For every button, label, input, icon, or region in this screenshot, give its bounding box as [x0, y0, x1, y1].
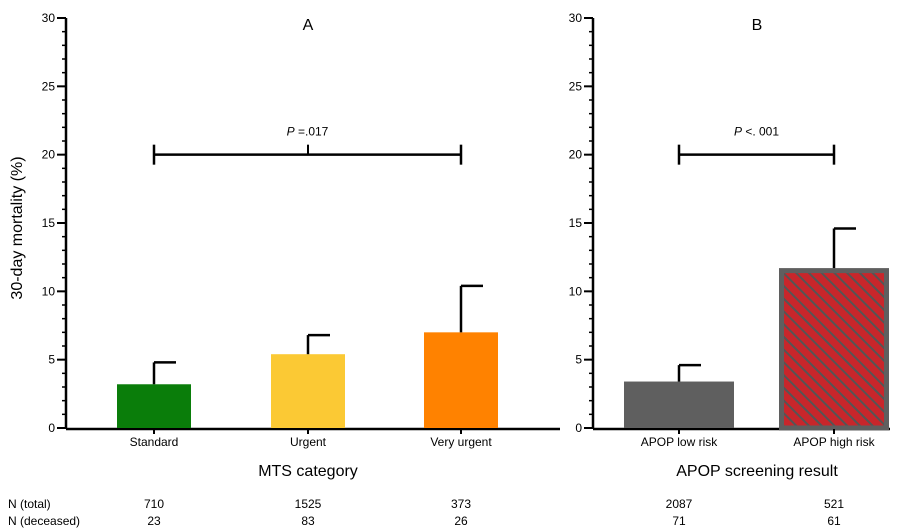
significance-label: P <. 001 [734, 125, 779, 139]
bar-standard [117, 384, 191, 428]
x-axis-label: MTS category [258, 463, 358, 480]
n-deceased-urgent: 83 [301, 514, 315, 528]
y-tick-label-0: 0 [48, 421, 55, 435]
x-tick-label-standard: Standard [130, 435, 179, 449]
y-tick-label-5: 5 [48, 353, 55, 367]
y-tick-label-5: 5 [575, 353, 582, 367]
bar-urgent [271, 354, 345, 428]
panel-title: B [752, 17, 763, 34]
bar-apop-low-risk [624, 381, 734, 428]
panel-title: A [303, 17, 314, 34]
n-deceased-standard: 23 [147, 514, 161, 528]
y-axis-label: 30-day mortality (%) [9, 156, 26, 299]
x-tick-label-very-urgent: Very urgent [430, 435, 492, 449]
row-label-n-total: N (total) [8, 497, 51, 511]
bar-apop-high-risk [779, 268, 889, 431]
n-total-standard: 710 [144, 497, 164, 511]
n-deceased-apop-high-risk: 61 [827, 514, 841, 528]
y-tick-label-10: 10 [42, 284, 56, 298]
y-tick-label-20: 20 [569, 148, 583, 162]
n-deceased-very-urgent: 26 [454, 514, 468, 528]
y-tick-label-15: 15 [42, 216, 56, 230]
x-tick-label-apop-high-risk: APOP high risk [793, 435, 875, 449]
x-tick-label-urgent: Urgent [290, 435, 327, 449]
y-tick-label-20: 20 [42, 148, 56, 162]
p-symbol: P [287, 125, 295, 139]
significance-label: P =.017 [287, 125, 329, 139]
p-value: =.017 [295, 125, 329, 139]
n-total-apop-high-risk: 521 [824, 497, 844, 511]
n-deceased-apop-low-risk: 71 [672, 514, 686, 528]
panel-a-mts-category: 0 5 10 15 20 25 30 A Standard Urgent Very urgent MT… [42, 11, 560, 480]
bar-very-urgent [424, 332, 498, 428]
y-tick-label-30: 30 [42, 11, 56, 25]
y-tick-label-10: 10 [569, 284, 583, 298]
y-tick-label-25: 25 [569, 79, 583, 93]
n-total-apop-low-risk: 2087 [666, 497, 693, 511]
x-tick-label-apop-low-risk: APOP low risk [641, 435, 718, 449]
y-tick-label-25: 25 [42, 79, 56, 93]
panel-b-apop-screening: 0 5 10 15 20 25 30 B APOP low risk APOP high risk… [569, 11, 890, 480]
p-value: <. 001 [742, 125, 779, 139]
count-table: 710 1525 373 23 83 26 2087 521 71 61 [144, 497, 844, 528]
n-total-urgent: 1525 [295, 497, 322, 511]
y-tick-label-30: 30 [569, 11, 583, 25]
y-tick-label-0: 0 [575, 421, 582, 435]
row-label-n-deceased: N (deceased) [8, 514, 80, 528]
p-symbol: P [734, 125, 742, 139]
n-total-very-urgent: 373 [451, 497, 471, 511]
x-axis-label: APOP screening result [676, 463, 838, 480]
y-tick-label-15: 15 [569, 216, 583, 230]
